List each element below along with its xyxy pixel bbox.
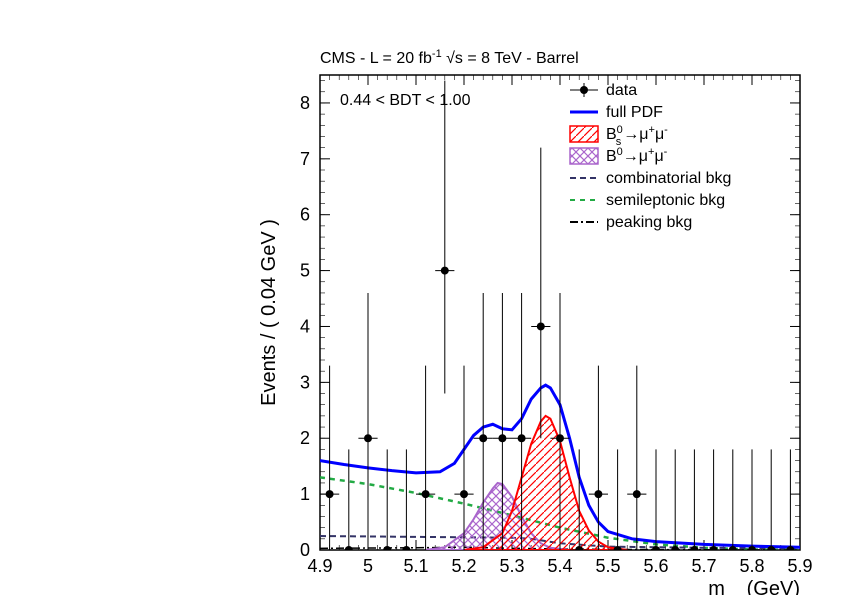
data-point bbox=[767, 546, 775, 554]
data-point bbox=[364, 434, 372, 442]
data-point bbox=[633, 490, 641, 498]
legend-label: data bbox=[606, 82, 637, 99]
data-point bbox=[518, 434, 526, 442]
data-point bbox=[326, 490, 334, 498]
data-point bbox=[614, 546, 622, 554]
data-point bbox=[460, 490, 468, 498]
ytick-label: 8 bbox=[300, 93, 310, 113]
data-point bbox=[422, 490, 430, 498]
data-point bbox=[594, 490, 602, 498]
x-axis-label: mμμ (GeV) bbox=[708, 578, 800, 595]
legend-label: B0s→μ+μ- bbox=[606, 124, 668, 148]
ytick-label: 6 bbox=[300, 205, 310, 225]
data-point bbox=[498, 434, 506, 442]
data-point bbox=[710, 546, 718, 554]
xtick-label: 5.4 bbox=[547, 556, 572, 576]
legend-label: full PDF bbox=[606, 104, 663, 121]
xtick-label: 5.3 bbox=[499, 556, 524, 576]
data-point bbox=[671, 546, 679, 554]
data-point bbox=[479, 434, 487, 442]
xtick-label: 5.7 bbox=[691, 556, 716, 576]
data-point bbox=[786, 546, 794, 554]
xtick-label: 5.6 bbox=[643, 556, 668, 576]
xtick-label: 5 bbox=[363, 556, 373, 576]
legend-label: combinatorial bkg bbox=[606, 170, 731, 187]
legend-label: B0→μ+μ- bbox=[606, 146, 668, 165]
xtick-label: 4.9 bbox=[307, 556, 332, 576]
chart-container: 4.9 5 5.1 5.2 5.3 5.4 5.5 5.6 5.7 5.8 5.9 0 1 2 3 4 5 6 7 8… bbox=[0, 0, 842, 595]
xtick-label: 5.2 bbox=[451, 556, 476, 576]
chart-svg: 4.9 5 5.1 5.2 5.3 5.4 5.5 5.6 5.7 5.8 5.9 0 1 2 3 4 5 6 7 8… bbox=[0, 0, 842, 595]
ytick-label: 5 bbox=[300, 261, 310, 281]
data-point bbox=[556, 434, 564, 442]
data-point bbox=[441, 267, 449, 275]
plot-area bbox=[320, 81, 800, 554]
xtick-label: 5.9 bbox=[787, 556, 812, 576]
ytick-label: 2 bbox=[300, 428, 310, 448]
data-point bbox=[748, 546, 756, 554]
ytick-label: 7 bbox=[300, 149, 310, 169]
data-point bbox=[575, 546, 583, 554]
ytick-label: 4 bbox=[300, 316, 310, 336]
legend-label: peaking bkg bbox=[606, 214, 692, 231]
data-point bbox=[383, 546, 391, 554]
ytick-label: 3 bbox=[300, 372, 310, 392]
ytick-label: 1 bbox=[300, 484, 310, 504]
legend: data full PDF B0s→μ+μ-B0→μ+μ-combinatorial… bbox=[570, 82, 731, 231]
xtick-label: 5.8 bbox=[739, 556, 764, 576]
y-axis-label: Events / ( 0.04 GeV ) bbox=[258, 219, 280, 406]
xtick-label: 5.1 bbox=[403, 556, 428, 576]
inset-label: 0.44 < BDT < 1.00 bbox=[340, 92, 471, 109]
data-point bbox=[652, 546, 660, 554]
data-point bbox=[729, 546, 737, 554]
legend-label: semileptonic bkg bbox=[606, 192, 725, 209]
ytick-label: 0 bbox=[300, 540, 310, 560]
chart-title: CMS - L = 20 fb-1 √s = 8 TeV - Barrel bbox=[320, 48, 579, 67]
data-point bbox=[345, 546, 353, 554]
data-point bbox=[537, 322, 545, 330]
xtick-label: 5.5 bbox=[595, 556, 620, 576]
data-point bbox=[690, 546, 698, 554]
data-point bbox=[402, 546, 410, 554]
